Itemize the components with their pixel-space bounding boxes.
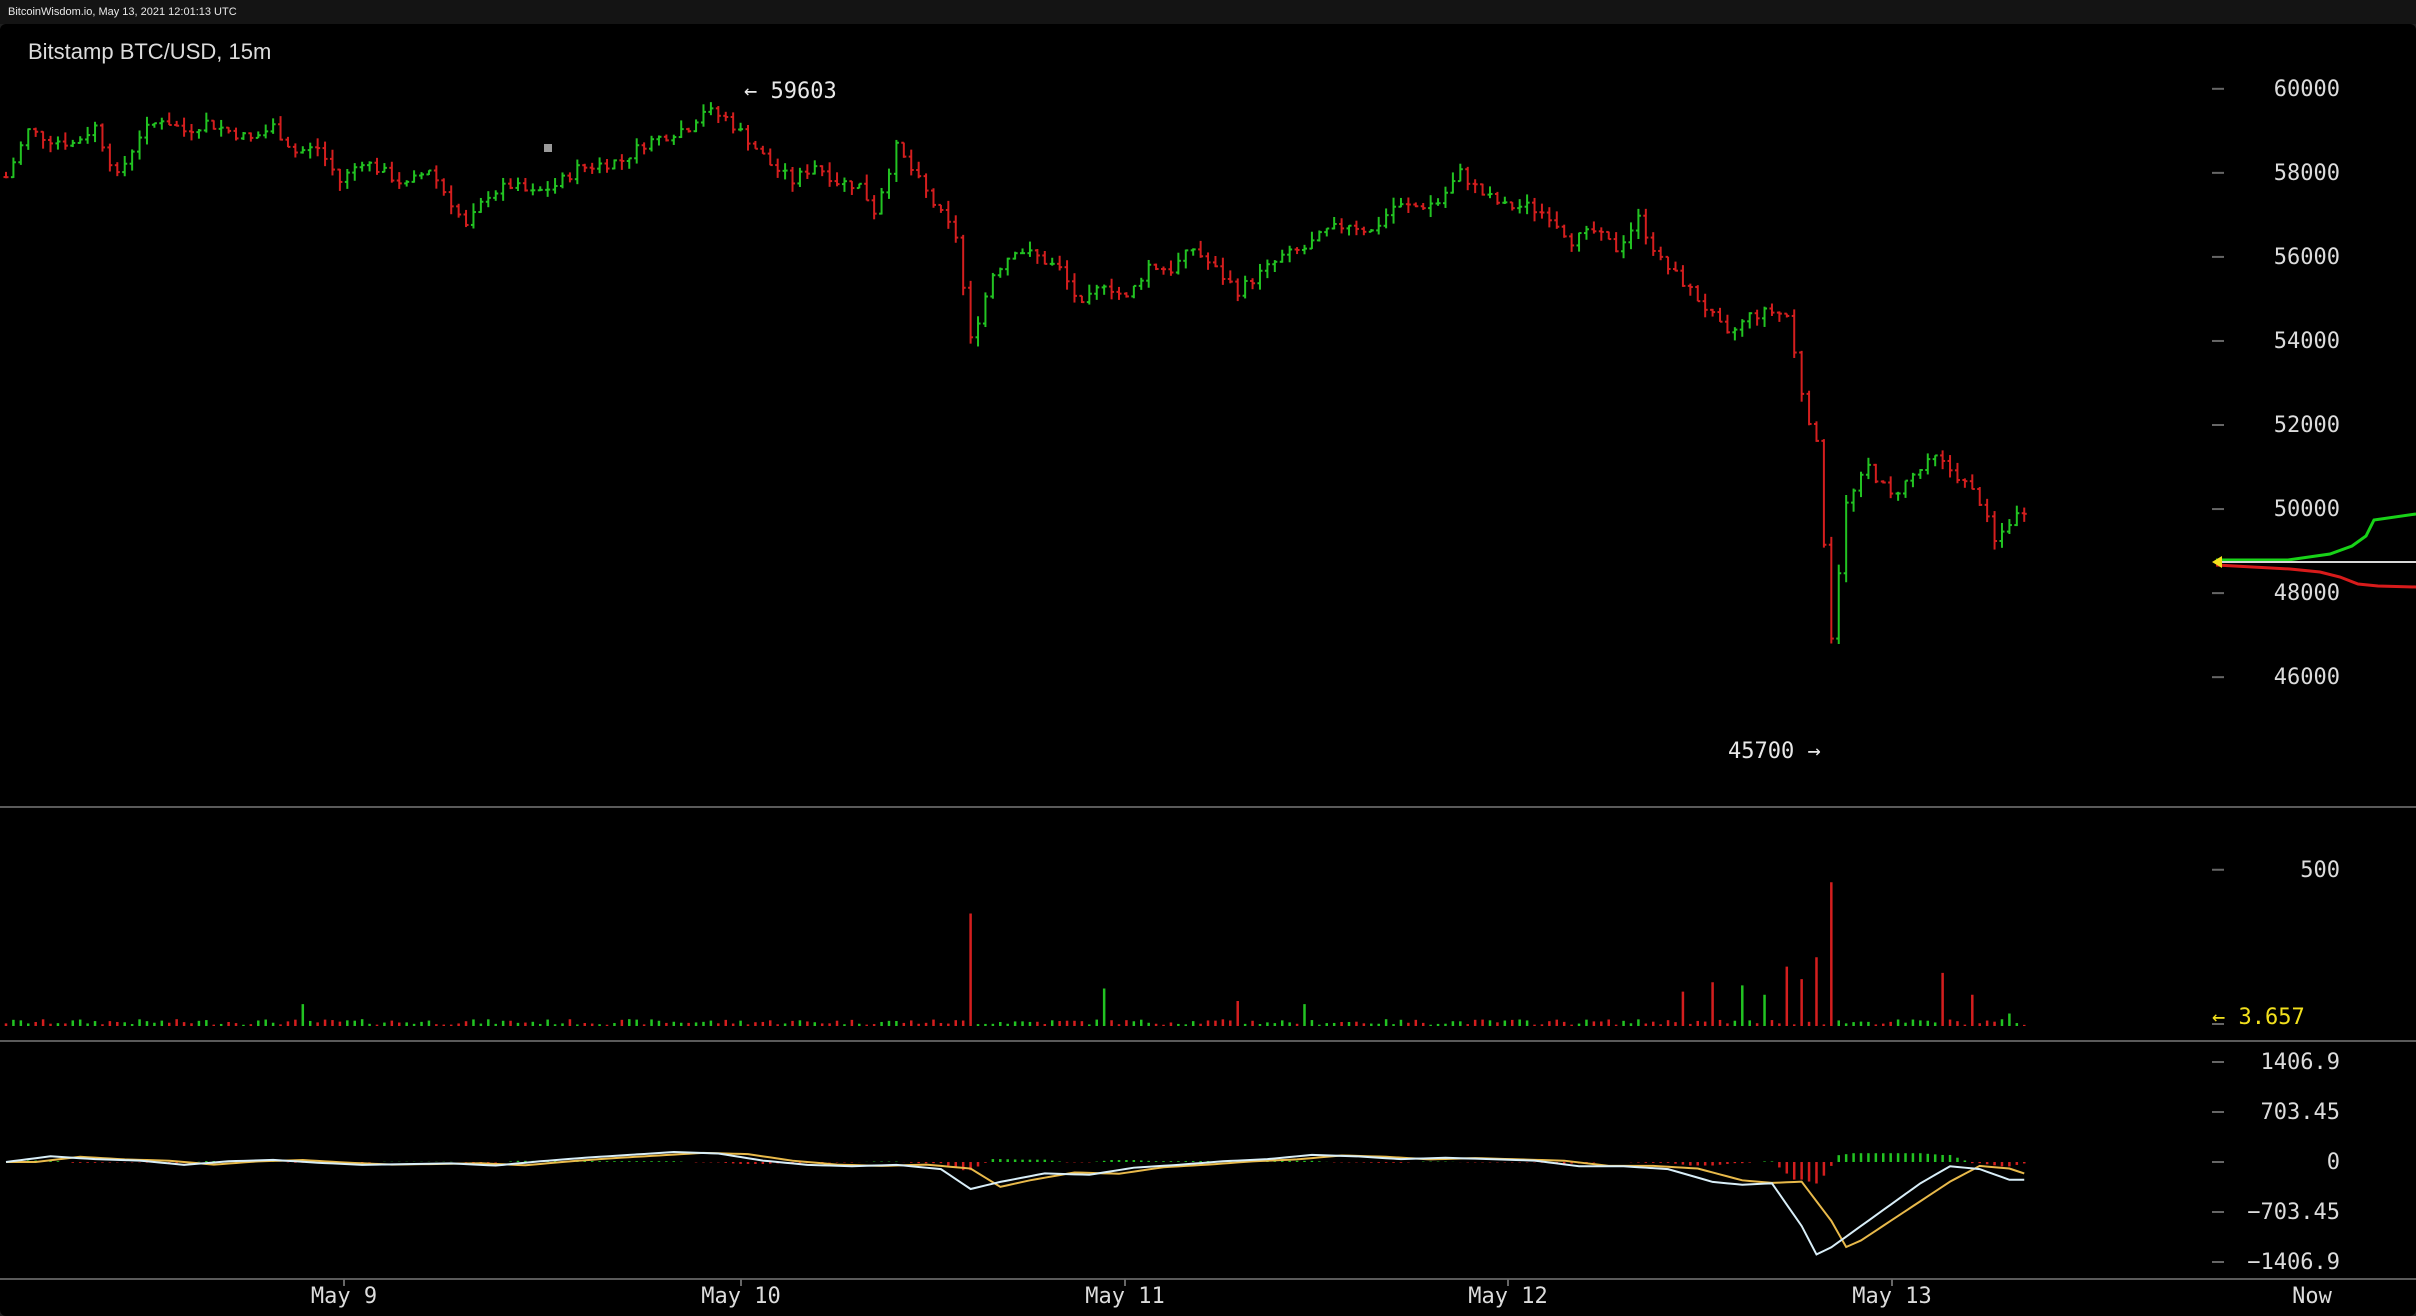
axes-layer: 60000 58000 56000 54000 52000 50000 48000 46000… [311, 77, 2340, 1309]
chart-container[interactable]: Bitstamp BTC/USD, 15m 60000 58000 56000 540… [0, 24, 2416, 1316]
low-annotation: 45700 → [1728, 739, 1821, 764]
price-tick-label: 46000 [2274, 665, 2340, 690]
timestamp-label: BitcoinWisdom.io, May 13, 2021 12:01:13 … [8, 6, 237, 18]
price-tick-label: 60000 [2274, 77, 2340, 102]
price-tick-label: 58000 [2274, 161, 2340, 186]
price-tick-label: 52000 [2274, 413, 2340, 438]
current-volume-annotation: ← 3.657 [2212, 1005, 2305, 1030]
title-bar: BitcoinWisdom.io, May 13, 2021 12:01:13 … [0, 0, 2416, 24]
ask-depth-line [2215, 563, 2416, 589]
price-tick-label: 48000 [2274, 581, 2340, 606]
macd-tick-label: 703.45 [2261, 1100, 2340, 1125]
x-tick-label: May 11 [1085, 1284, 1164, 1309]
macd-tick-label: −703.45 [2247, 1200, 2340, 1225]
macd-tick-label: 1406.9 [2261, 1050, 2340, 1075]
chart-title: Bitstamp BTC/USD, 15m [28, 39, 271, 64]
chart-svg[interactable]: Bitstamp BTC/USD, 15m 60000 58000 56000 540… [0, 24, 2416, 1316]
volume-bars-layer [4, 882, 2026, 1026]
volume-tick-label: 500 [2300, 858, 2340, 883]
price-tick-label: 56000 [2274, 245, 2340, 270]
orderbook-depth [2212, 512, 2416, 589]
macd-tick-label: 0 [2327, 1150, 2340, 1175]
annotations-layer: ← 59603 45700 → ← 3.657 [744, 79, 2305, 1030]
marker-square [544, 144, 552, 152]
macd-signal-line [6, 1151, 2025, 1249]
macd-lines-layer [5, 1151, 2025, 1256]
x-tick-label: May 13 [1852, 1284, 1931, 1309]
x-tick-label: Now [2292, 1284, 2332, 1309]
pane-dividers [0, 806, 2416, 1280]
high-annotation: ← 59603 [744, 79, 837, 104]
bid-depth-line [2216, 512, 2416, 562]
x-tick-label: May 9 [311, 1284, 377, 1309]
chart-panel [0, 24, 2416, 1316]
macd-tick-label: −1406.9 [2247, 1250, 2340, 1275]
x-tick-label: May 12 [1468, 1284, 1547, 1309]
price-candles-layer [3, 102, 2027, 645]
current-price-arrow-icon [2212, 556, 2222, 568]
price-tick-label: 54000 [2274, 329, 2340, 354]
price-tick-label: 50000 [2274, 497, 2340, 522]
macd-line [5, 1151, 2025, 1256]
x-tick-label: May 10 [701, 1284, 780, 1309]
